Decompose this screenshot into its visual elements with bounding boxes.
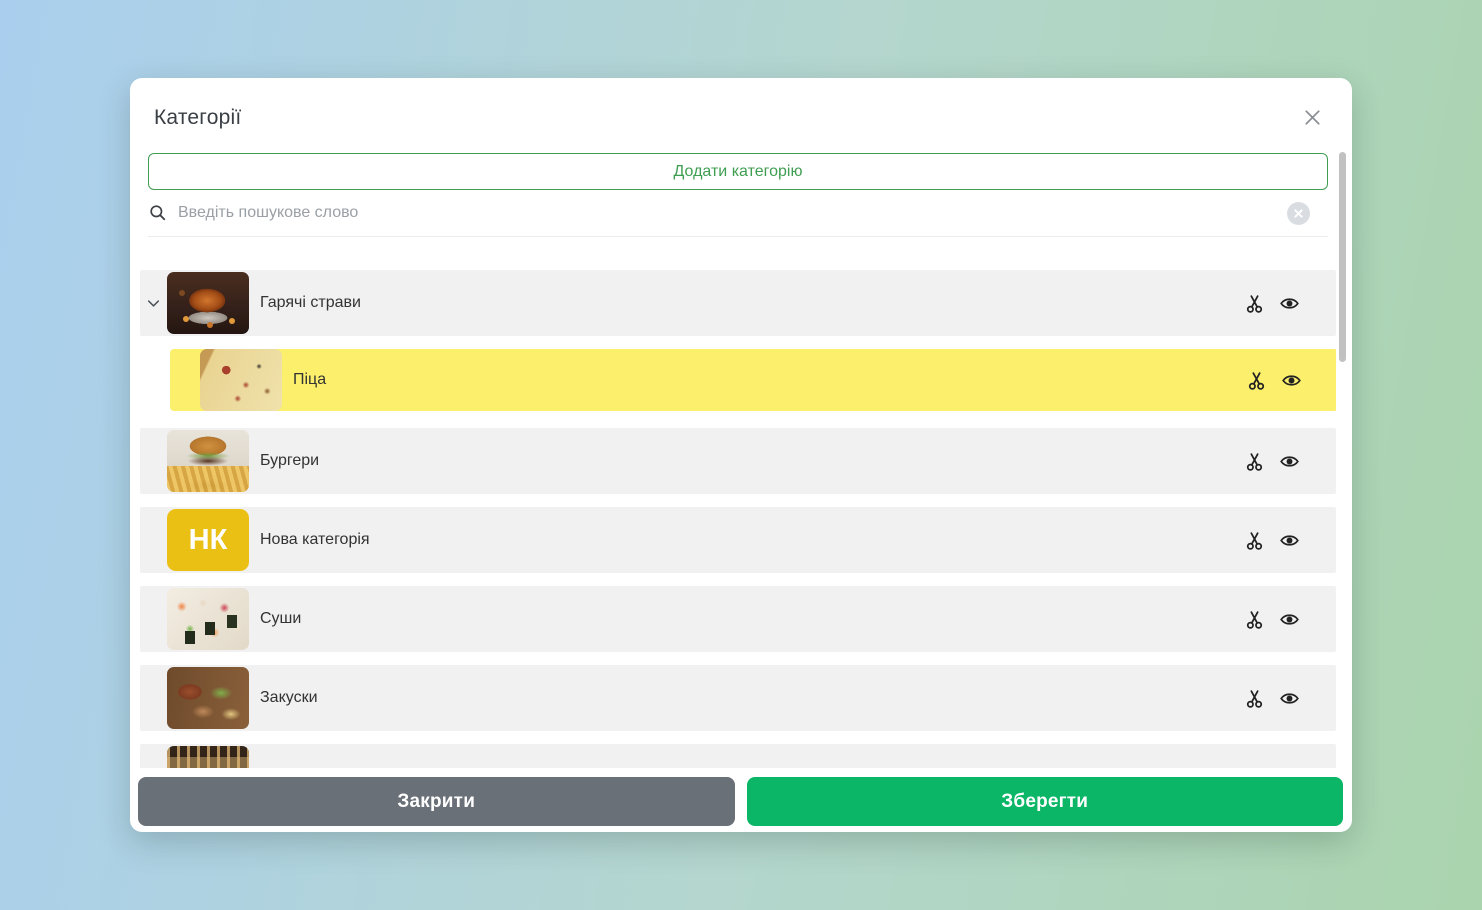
eye-icon bbox=[1279, 534, 1300, 554]
category-thumbnail bbox=[167, 667, 249, 729]
circle-x-icon bbox=[1293, 208, 1304, 219]
toggle-visibility-button[interactable] bbox=[1279, 767, 1300, 769]
scissors-icon bbox=[1244, 452, 1265, 475]
category-row[interactable]: Суши bbox=[140, 586, 1336, 652]
search-input[interactable] bbox=[178, 204, 1277, 222]
scrollbar-thumb[interactable] bbox=[1339, 152, 1346, 362]
toggle-visibility-button[interactable] bbox=[1279, 530, 1300, 551]
x-icon bbox=[1301, 110, 1324, 132]
modal-footer: Закрити Зберегти bbox=[138, 777, 1343, 826]
category-label: Піца bbox=[293, 371, 327, 388]
category-row[interactable]: Піца bbox=[170, 349, 1336, 411]
category-label: Бургери bbox=[260, 452, 320, 469]
modal-title: Категорії bbox=[154, 105, 242, 129]
add-category-button[interactable]: Додати категорію bbox=[148, 153, 1328, 190]
category-row[interactable]: Гарячі страви bbox=[140, 270, 1336, 336]
toggle-visibility-button[interactable] bbox=[1279, 293, 1300, 314]
close-modal-button[interactable] bbox=[1299, 104, 1326, 131]
category-thumbnail bbox=[200, 349, 282, 411]
toggle-visibility-button[interactable] bbox=[1279, 609, 1300, 630]
toggle-visibility-button[interactable] bbox=[1281, 370, 1302, 391]
category-row[interactable]: Бургери bbox=[140, 428, 1336, 494]
toggle-visibility-button[interactable] bbox=[1279, 688, 1300, 709]
eye-icon bbox=[1279, 297, 1300, 317]
scissors-icon bbox=[1244, 531, 1265, 554]
eye-icon bbox=[1279, 613, 1300, 633]
scissors-icon bbox=[1244, 294, 1265, 317]
chevron-down-icon[interactable] bbox=[140, 294, 167, 313]
cut-category-button[interactable] bbox=[1246, 370, 1267, 391]
cut-category-button[interactable] bbox=[1244, 609, 1265, 630]
eye-icon bbox=[1281, 374, 1302, 394]
cut-category-button[interactable] bbox=[1244, 451, 1265, 472]
category-thumbnail bbox=[167, 272, 249, 334]
modal-header: Категорії bbox=[130, 78, 1352, 131]
category-thumbnail bbox=[167, 746, 249, 768]
category-thumbnail bbox=[167, 430, 249, 492]
close-button[interactable]: Закрити bbox=[138, 777, 735, 826]
search-bar bbox=[148, 190, 1328, 237]
category-row[interactable] bbox=[140, 744, 1336, 768]
cut-category-button[interactable] bbox=[1244, 530, 1265, 551]
scissors-icon bbox=[1246, 371, 1267, 394]
save-button[interactable]: Зберегти bbox=[746, 777, 1343, 826]
cut-category-button[interactable] bbox=[1244, 293, 1265, 314]
categories-modal: Категорії Додати категорію Гарячі страви bbox=[130, 78, 1352, 832]
eye-icon bbox=[1279, 692, 1300, 712]
scissors-icon bbox=[1244, 689, 1265, 712]
category-label: Гарячі страви bbox=[260, 294, 361, 311]
eye-icon bbox=[1279, 455, 1300, 475]
category-label: Нова категорія bbox=[260, 531, 370, 548]
category-label: Суши bbox=[260, 610, 302, 627]
category-thumbnail bbox=[167, 588, 249, 650]
clear-search-button[interactable] bbox=[1287, 201, 1310, 225]
category-initials-avatar: НК bbox=[167, 509, 249, 571]
category-label: Закуски bbox=[260, 689, 318, 706]
category-row[interactable]: НК Нова категорія bbox=[140, 507, 1336, 573]
category-list: Гарячі страви Піца bbox=[140, 262, 1336, 768]
search-icon bbox=[148, 203, 168, 223]
scissors-icon bbox=[1244, 610, 1265, 633]
toggle-visibility-button[interactable] bbox=[1279, 451, 1300, 472]
cut-category-button[interactable] bbox=[1244, 767, 1265, 769]
category-row[interactable]: Закуски bbox=[140, 665, 1336, 731]
cut-category-button[interactable] bbox=[1244, 688, 1265, 709]
